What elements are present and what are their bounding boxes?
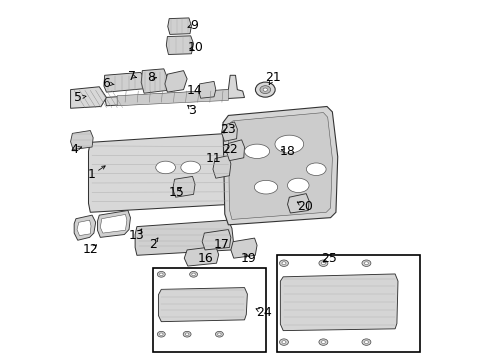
Polygon shape [212, 156, 230, 178]
Text: 7: 7 [127, 69, 135, 82]
Polygon shape [141, 69, 167, 93]
Text: 25: 25 [320, 252, 336, 265]
Polygon shape [221, 122, 237, 141]
Ellipse shape [157, 271, 165, 277]
Text: 14: 14 [186, 84, 202, 97]
Polygon shape [158, 288, 247, 321]
Text: 5: 5 [74, 91, 81, 104]
Text: 19: 19 [240, 252, 255, 265]
Polygon shape [77, 220, 91, 235]
Ellipse shape [361, 339, 370, 345]
Polygon shape [228, 113, 332, 220]
Polygon shape [104, 72, 145, 92]
Ellipse shape [306, 163, 325, 176]
Polygon shape [287, 194, 308, 213]
Ellipse shape [183, 331, 191, 337]
Bar [276, 255, 419, 352]
Text: 21: 21 [265, 71, 281, 84]
Text: 1: 1 [88, 168, 96, 181]
Ellipse shape [185, 333, 188, 336]
Polygon shape [70, 87, 106, 108]
Ellipse shape [318, 339, 327, 345]
Text: 23: 23 [220, 123, 236, 136]
Polygon shape [202, 229, 230, 250]
Text: 8: 8 [147, 71, 155, 84]
Text: 9: 9 [190, 19, 198, 32]
Ellipse shape [181, 161, 200, 174]
Polygon shape [104, 75, 244, 106]
Ellipse shape [364, 262, 367, 265]
Ellipse shape [263, 88, 267, 91]
Text: 10: 10 [188, 41, 203, 54]
Ellipse shape [260, 86, 270, 94]
Ellipse shape [159, 273, 163, 275]
Polygon shape [97, 211, 130, 237]
Polygon shape [184, 246, 218, 266]
Text: 17: 17 [213, 238, 229, 251]
Ellipse shape [244, 144, 269, 158]
Polygon shape [88, 134, 231, 212]
Bar [153, 268, 265, 352]
Ellipse shape [321, 341, 325, 343]
Ellipse shape [282, 341, 285, 343]
Polygon shape [166, 36, 193, 54]
Text: 3: 3 [188, 104, 196, 117]
Ellipse shape [191, 273, 195, 275]
Polygon shape [226, 140, 244, 161]
Ellipse shape [364, 341, 367, 343]
Text: 6: 6 [102, 77, 110, 90]
Text: 20: 20 [297, 201, 313, 213]
Polygon shape [117, 90, 228, 106]
Text: 4: 4 [70, 143, 78, 156]
Ellipse shape [361, 260, 370, 266]
Text: 22: 22 [222, 143, 238, 156]
Ellipse shape [255, 82, 275, 97]
Polygon shape [135, 220, 233, 255]
Polygon shape [230, 238, 257, 258]
Text: 18: 18 [279, 145, 295, 158]
Ellipse shape [159, 333, 163, 336]
Ellipse shape [189, 271, 197, 277]
Text: 2: 2 [149, 238, 157, 251]
Ellipse shape [215, 331, 223, 337]
Polygon shape [223, 107, 337, 225]
Ellipse shape [318, 260, 327, 266]
Polygon shape [172, 176, 195, 197]
Polygon shape [198, 81, 215, 98]
Text: 24: 24 [256, 306, 271, 319]
Ellipse shape [155, 161, 175, 174]
Ellipse shape [157, 331, 165, 337]
Ellipse shape [279, 339, 288, 345]
Polygon shape [164, 71, 187, 92]
Text: 16: 16 [197, 252, 212, 265]
Text: 13: 13 [129, 229, 144, 242]
Ellipse shape [282, 262, 285, 265]
Ellipse shape [217, 333, 221, 336]
Ellipse shape [287, 178, 308, 193]
Ellipse shape [321, 262, 325, 265]
Text: 15: 15 [168, 186, 184, 199]
Polygon shape [100, 215, 126, 233]
Ellipse shape [274, 135, 303, 153]
Text: 11: 11 [206, 152, 222, 165]
Ellipse shape [254, 180, 277, 194]
Polygon shape [280, 274, 397, 330]
Ellipse shape [279, 260, 288, 266]
Polygon shape [70, 131, 93, 149]
Polygon shape [74, 215, 96, 240]
Polygon shape [167, 18, 191, 35]
Text: 12: 12 [82, 243, 98, 256]
